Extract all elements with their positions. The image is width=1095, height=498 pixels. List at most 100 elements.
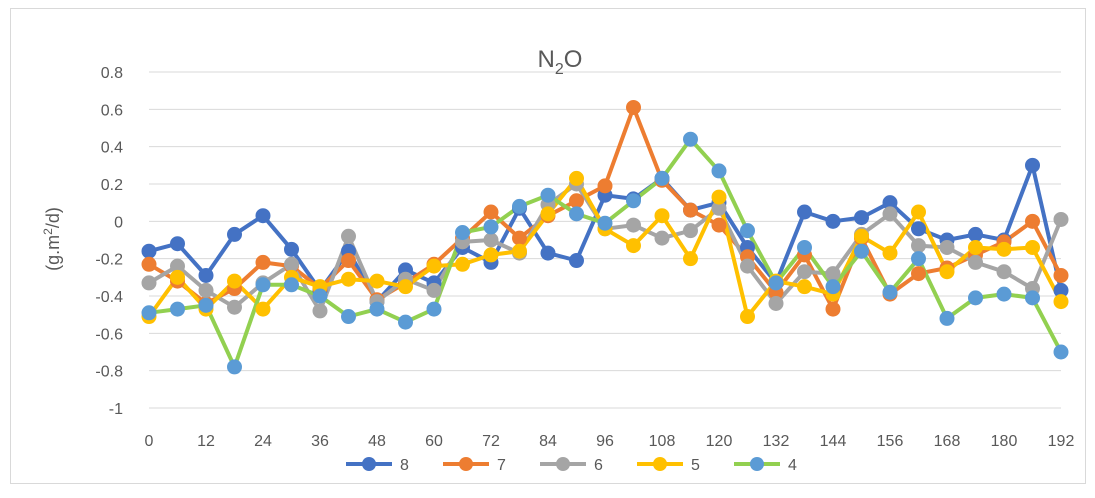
- data-point-series-4: [284, 277, 299, 293]
- x-tick-label: 84: [539, 433, 557, 450]
- data-point-series-7: [1025, 213, 1040, 229]
- data-point-series-6: [284, 256, 299, 272]
- legend-marker-5: [653, 457, 667, 471]
- data-point-series-4: [797, 239, 812, 255]
- series-markers: [141, 99, 1069, 375]
- data-point-series-5: [1025, 239, 1040, 255]
- data-point-series-4: [227, 359, 242, 375]
- data-point-series-4: [341, 309, 356, 325]
- data-point-series-5: [939, 264, 955, 280]
- data-point-series-6: [740, 258, 755, 274]
- x-tick-label: 192: [1048, 433, 1075, 450]
- data-point-series-5: [512, 243, 527, 259]
- y-axis-label-pre: (g.m: [43, 235, 63, 271]
- data-point-series-6: [141, 275, 157, 291]
- data-point-series-7: [141, 256, 157, 272]
- data-point-series-6: [626, 217, 641, 233]
- y-tick-label: -0.4: [95, 289, 123, 306]
- data-point-series-4: [740, 223, 755, 239]
- data-point-series-4: [683, 131, 698, 147]
- data-point-series-6: [198, 282, 214, 298]
- data-point-series-4: [626, 193, 641, 209]
- data-point-series-4: [882, 284, 898, 300]
- y-axis-label-post: /d): [43, 207, 63, 228]
- data-point-series-6: [968, 254, 983, 270]
- data-point-series-6: [882, 206, 898, 222]
- data-point-series-4: [398, 314, 413, 330]
- legend-label-6: 6: [594, 457, 603, 474]
- data-point-series-4: [1053, 344, 1069, 360]
- data-point-series-8: [540, 245, 556, 261]
- data-point-series-5: [711, 189, 727, 205]
- data-point-series-6: [996, 264, 1012, 280]
- y-tick-label: 0: [114, 214, 123, 231]
- data-point-series-5: [854, 228, 869, 244]
- data-point-series-4: [768, 275, 784, 291]
- data-point-series-8: [198, 267, 214, 283]
- data-point-series-6: [426, 282, 442, 298]
- legend-marker-8: [362, 457, 376, 471]
- data-point-series-5: [569, 170, 584, 186]
- data-point-series-6: [768, 295, 784, 311]
- data-point-series-7: [683, 202, 698, 218]
- data-point-series-5: [455, 256, 470, 272]
- data-point-series-8: [968, 226, 983, 242]
- data-point-series-5: [911, 204, 926, 220]
- legend-marker-7: [459, 457, 473, 471]
- data-point-series-4: [312, 288, 328, 304]
- data-point-series-4: [825, 279, 841, 295]
- data-point-series-4: [654, 170, 670, 186]
- data-point-series-6: [1053, 211, 1069, 227]
- data-point-series-6: [939, 239, 955, 255]
- y-tick-label: -0.6: [95, 326, 123, 343]
- data-point-series-8: [825, 213, 841, 229]
- x-tick-labels: 0 12 24 36 48 60 72 84 96 108 120 132 144 156 168 180 19…: [145, 433, 1075, 450]
- data-point-series-5: [227, 273, 242, 289]
- data-point-series-4: [198, 297, 214, 313]
- x-tick-label: 144: [820, 433, 847, 450]
- data-point-series-8: [170, 236, 185, 252]
- data-point-series-4: [996, 286, 1012, 302]
- data-point-series-4: [911, 251, 926, 267]
- chart-title-tail: O: [564, 46, 583, 73]
- x-tick-label: 60: [425, 433, 443, 450]
- y-tick-label: 0.6: [101, 102, 123, 119]
- data-point-series-7: [512, 230, 527, 246]
- data-point-series-4: [426, 301, 442, 317]
- x-tick-label: 168: [934, 433, 961, 450]
- data-point-series-7: [626, 99, 641, 115]
- y-tick-label: 0.4: [101, 140, 123, 157]
- legend-marker-4: [750, 457, 764, 471]
- data-point-series-8: [1025, 157, 1040, 173]
- x-tick-label: 96: [596, 433, 614, 450]
- data-point-series-5: [654, 208, 670, 224]
- y-axis-label-sup: 2: [41, 228, 55, 235]
- data-point-series-5: [255, 301, 271, 317]
- chart-svg: 0.80.60.40.20-0.2-0.4-0.6-0.8-1 0 12 24 36 4…: [41, 46, 1075, 474]
- data-point-series-6: [312, 303, 328, 319]
- data-point-series-6: [797, 264, 812, 280]
- x-tick-label: 180: [991, 433, 1018, 450]
- data-point-series-8: [227, 226, 242, 242]
- data-point-series-4: [255, 277, 271, 293]
- data-point-series-5: [170, 269, 185, 285]
- data-point-series-6: [825, 266, 841, 282]
- data-point-series-6: [483, 232, 499, 248]
- data-point-series-5: [540, 206, 556, 222]
- data-point-series-4: [1025, 290, 1040, 306]
- x-tick-label: 48: [368, 433, 386, 450]
- data-point-series-4: [512, 198, 527, 214]
- data-point-series-6: [911, 238, 926, 254]
- data-point-series-7: [569, 193, 584, 209]
- x-tick-label: 156: [877, 433, 904, 450]
- x-tick-label: 120: [706, 433, 733, 450]
- data-point-series-4: [540, 187, 556, 203]
- legend-label-7: 7: [497, 457, 506, 474]
- data-point-series-4: [711, 163, 727, 179]
- data-point-series-7: [911, 266, 926, 282]
- data-point-series-5: [882, 245, 898, 261]
- data-point-series-8: [255, 208, 271, 224]
- data-point-series-6: [341, 228, 356, 244]
- data-point-series-5: [1053, 294, 1069, 310]
- data-point-series-5: [626, 238, 641, 254]
